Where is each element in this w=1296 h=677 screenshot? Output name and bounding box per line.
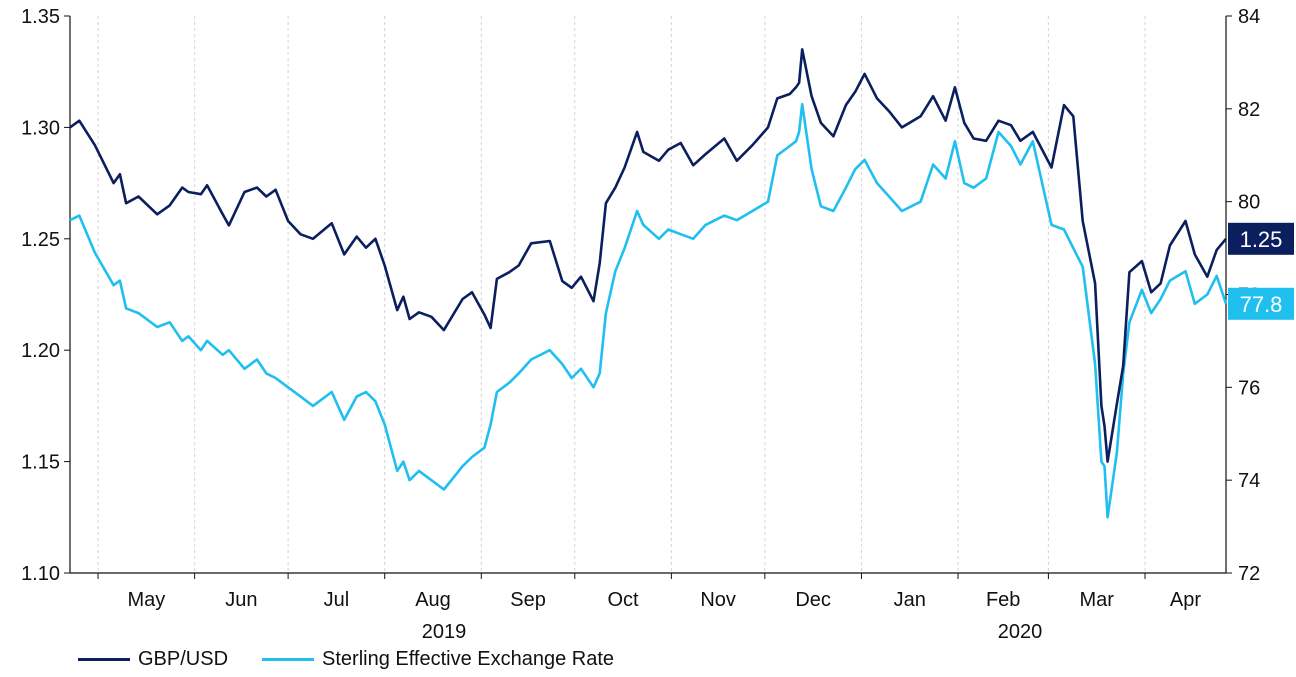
end-value-badges: 1.25 77.8 <box>1228 222 1294 320</box>
y-right-tick-label: 80 <box>1238 192 1260 214</box>
seer-end-badge-bg <box>1228 287 1294 320</box>
y-left-tick-label: 1.25 <box>21 229 60 251</box>
y-right-tick-label: 72 <box>1238 563 1260 585</box>
x-tick-label: Nov <box>700 589 736 611</box>
x-tick-label: Sep <box>510 589 546 611</box>
y-left-tick-label: 1.15 <box>21 452 60 474</box>
gbpusd-end-badge: 1.25 <box>1228 222 1294 255</box>
x-tick-label: Feb <box>986 589 1020 611</box>
x-tick-label: May <box>127 589 165 611</box>
axes <box>64 15 1232 579</box>
seer-end-badge-text: 77.8 <box>1240 292 1283 317</box>
x-tick-label: Jun <box>225 589 257 611</box>
x-tick-label: Aug <box>415 589 451 611</box>
legend: GBP/USD Sterling Effective Exchange Rate <box>78 648 648 671</box>
x-tick-label: Apr <box>1170 589 1201 611</box>
year-label-2019: 2019 <box>422 621 467 640</box>
legend-item-seer: Sterling Effective Exchange Rate <box>262 648 614 671</box>
x-tick-label: Mar <box>1079 589 1114 611</box>
gridlines <box>97 16 1146 573</box>
gbpusd-end-badge-text: 1.25 <box>1240 227 1283 252</box>
chart-canvas: May Jun Jul Aug Sep Oct Nov Dec Jan Feb Mar Apr 2019… <box>21 6 1294 640</box>
y-left-tick-label: 1.20 <box>21 340 60 362</box>
x-tick-label: Dec <box>795 589 831 611</box>
x-tick-label: Jul <box>324 589 350 611</box>
x-tick-label: Jan <box>894 589 926 611</box>
series-lines <box>69 48 1228 519</box>
legend-label-seer: Sterling Effective Exchange Rate <box>322 648 615 670</box>
gbpusd-line <box>69 48 1227 463</box>
x-tick-label: Oct <box>608 589 640 611</box>
y-right-tick-label: 74 <box>1238 470 1260 492</box>
y-left-tick-label: 1.10 <box>21 563 60 585</box>
axis-labels: May Jun Jul Aug Sep Oct Nov Dec Jan Feb Mar Apr 2019… <box>21 6 1260 640</box>
seer-line <box>69 102 1228 519</box>
gbpusd-end-badge-bg <box>1228 222 1294 255</box>
y-right-tick-label: 84 <box>1238 6 1260 28</box>
year-label-2020: 2020 <box>998 621 1043 640</box>
legend-swatch-gbpusd <box>78 658 130 661</box>
legend-item-gbpusd: GBP/USD <box>78 648 228 671</box>
legend-swatch-seer <box>262 658 315 661</box>
y-left-tick-label: 1.30 <box>21 117 60 139</box>
y-left-tick-label: 1.35 <box>21 6 60 28</box>
y-right-tick-label: 76 <box>1238 377 1260 399</box>
legend-label-gbpusd: GBP/USD <box>138 648 229 670</box>
seer-end-badge: 77.8 <box>1228 287 1294 320</box>
y-right-tick-label: 82 <box>1238 99 1260 121</box>
